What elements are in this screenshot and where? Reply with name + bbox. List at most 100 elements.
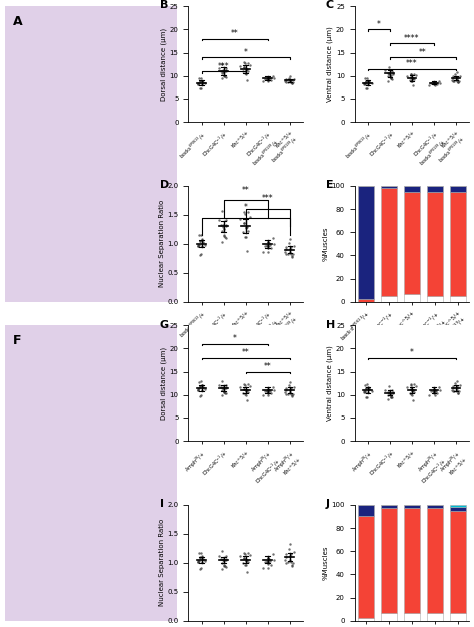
Point: [430, 78, 438, 88]
Point: [264, 241, 271, 251]
Point: [199, 552, 206, 562]
Point: [240, 218, 248, 228]
Point: [384, 76, 392, 86]
Point: [412, 381, 419, 391]
Point: [243, 386, 250, 396]
Point: [288, 251, 296, 261]
Point: [389, 74, 396, 84]
Point: [449, 386, 456, 396]
Point: [219, 219, 227, 229]
Point: [244, 66, 252, 76]
Bar: [404, 186, 420, 192]
Point: [195, 230, 203, 240]
Point: [431, 80, 438, 90]
Point: [194, 79, 201, 89]
Point: [286, 244, 294, 254]
Text: F: F: [13, 334, 22, 347]
Point: [385, 381, 392, 391]
Point: [408, 380, 415, 390]
Point: [241, 209, 249, 219]
Point: [222, 233, 230, 243]
Point: [288, 391, 296, 401]
Point: [259, 247, 266, 257]
Point: [195, 384, 202, 394]
Point: [287, 389, 294, 399]
Point: [407, 76, 415, 86]
Point: [241, 68, 249, 78]
Point: [222, 65, 230, 75]
Point: [197, 376, 205, 386]
Point: [244, 548, 252, 558]
Point: [198, 557, 206, 567]
Point: [449, 382, 456, 393]
Point: [218, 557, 226, 567]
Point: [288, 561, 296, 571]
Point: [431, 387, 438, 398]
Point: [242, 561, 250, 571]
Point: [264, 557, 272, 567]
Point: [243, 555, 250, 565]
Point: [287, 249, 294, 259]
Point: [363, 383, 370, 393]
Point: [219, 376, 226, 386]
Point: [382, 65, 389, 75]
Point: [410, 75, 418, 85]
Point: [264, 390, 272, 400]
Point: [437, 78, 444, 88]
Bar: [381, 505, 397, 508]
Point: [221, 387, 229, 398]
Point: [410, 80, 417, 90]
Point: [261, 386, 268, 396]
Y-axis label: Ventral distance (µm): Ventral distance (µm): [327, 345, 333, 421]
Point: [409, 386, 417, 396]
Point: [287, 377, 294, 387]
Point: [284, 389, 292, 399]
Text: **: **: [242, 348, 249, 357]
Point: [219, 66, 227, 76]
Point: [218, 65, 225, 75]
Point: [288, 560, 296, 570]
Text: *: *: [244, 48, 247, 57]
Point: [218, 226, 226, 236]
Point: [285, 238, 292, 248]
Point: [450, 386, 458, 396]
Point: [454, 381, 461, 391]
Point: [223, 66, 230, 76]
Point: [384, 68, 392, 78]
Point: [285, 544, 292, 554]
Bar: [358, 618, 374, 621]
Point: [270, 555, 278, 565]
Point: [264, 559, 272, 569]
Bar: [450, 505, 466, 507]
Point: [282, 76, 289, 87]
Point: [453, 73, 460, 83]
Point: [264, 73, 272, 83]
Point: [261, 557, 268, 567]
Point: [269, 71, 276, 81]
Point: [283, 250, 290, 260]
Point: [237, 382, 244, 393]
Point: [195, 377, 203, 387]
Point: [196, 236, 204, 246]
Point: [219, 554, 227, 564]
Point: [288, 391, 296, 401]
Point: [221, 70, 228, 80]
Point: [269, 233, 276, 243]
Point: [195, 385, 202, 395]
Text: B: B: [160, 1, 168, 11]
Point: [285, 380, 292, 390]
Point: [456, 386, 463, 396]
Point: [199, 235, 206, 245]
Point: [259, 564, 266, 574]
Point: [243, 386, 250, 396]
Point: [196, 381, 204, 391]
Bar: [381, 186, 397, 188]
Point: [194, 556, 201, 566]
Point: [437, 385, 444, 395]
Point: [365, 382, 373, 393]
Point: [218, 564, 226, 574]
Point: [194, 385, 201, 395]
Bar: [404, 293, 420, 302]
Point: [259, 76, 266, 87]
Bar: [450, 296, 466, 302]
